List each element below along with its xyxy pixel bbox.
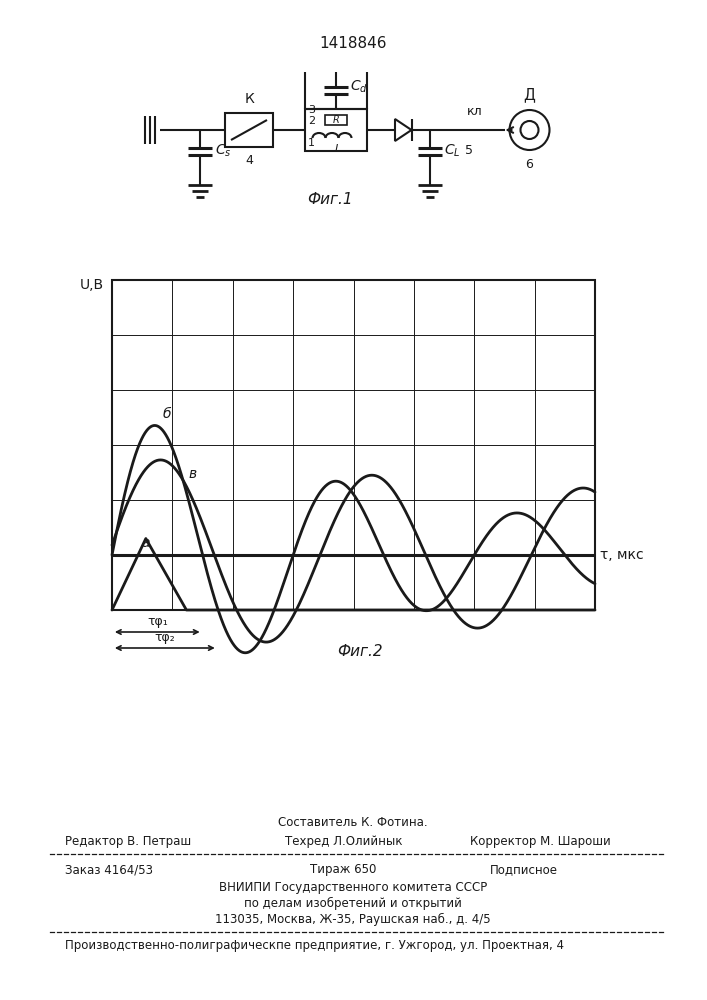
Text: К: К	[244, 92, 254, 106]
Text: $C_L$: $C_L$	[445, 143, 461, 159]
Text: 4: 4	[245, 154, 253, 167]
Text: τφ₂: τφ₂	[154, 631, 175, 644]
Text: U,В: U,В	[80, 278, 104, 292]
Text: ВНИИПИ Государственного комитета СССР: ВНИИПИ Государственного комитета СССР	[219, 880, 487, 894]
Text: Тираж 650: Тираж 650	[310, 863, 376, 876]
Bar	[305, 109, 367, 151]
Text: 1: 1	[308, 138, 315, 148]
Text: 1418846: 1418846	[320, 35, 387, 50]
Text: в: в	[189, 467, 197, 481]
Text: L: L	[335, 144, 341, 154]
Text: $C_d$: $C_d$	[350, 79, 368, 95]
Text: Техред Л.Олийнык: Техред Л.Олийнык	[285, 836, 402, 848]
Text: Производственно-полиграфическпе предприятие, г. Ужгород, ул. Проектная, 4: Производственно-полиграфическпе предприя…	[65, 940, 564, 952]
Text: 113035, Москва, Ж-35, Раушская наб., д. 4/5: 113035, Москва, Ж-35, Раушская наб., д. …	[215, 912, 491, 926]
Text: Составитель К. Фотина.: Составитель К. Фотина.	[278, 816, 428, 828]
Text: 6: 6	[525, 158, 534, 171]
Text: Фиг.1: Фиг.1	[307, 192, 353, 208]
Text: τ, мкс: τ, мкс	[600, 548, 643, 562]
Text: 5: 5	[465, 144, 474, 157]
Text: τφ₁: τφ₁	[147, 615, 168, 628]
Text: Заказ 4164/53: Заказ 4164/53	[65, 863, 153, 876]
Text: 3: 3	[308, 105, 315, 115]
Text: Корректор М. Шароши: Корректор М. Шароши	[470, 836, 611, 848]
Text: R: R	[332, 115, 339, 125]
Text: Фиг.2: Фиг.2	[337, 645, 382, 660]
Text: 2: 2	[308, 116, 315, 126]
Text: Д: Д	[524, 87, 535, 102]
Bar	[225, 113, 273, 147]
Text: а: а	[141, 536, 149, 550]
Text: Редактор В. Петраш: Редактор В. Петраш	[65, 836, 191, 848]
Text: по делам изобретений и открытий: по делам изобретений и открытий	[244, 896, 462, 910]
Bar	[112, 280, 595, 610]
Text: кл: кл	[467, 105, 482, 118]
Text: $C_s$: $C_s$	[215, 143, 232, 159]
Bar	[325, 115, 347, 125]
Text: Подписное: Подписное	[490, 863, 558, 876]
Text: б: б	[163, 407, 171, 421]
